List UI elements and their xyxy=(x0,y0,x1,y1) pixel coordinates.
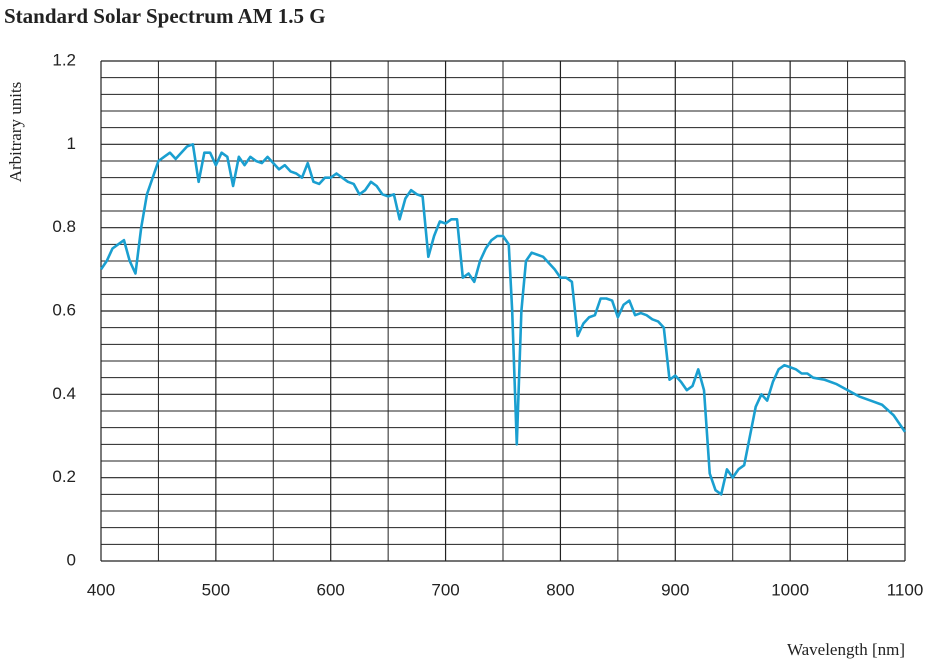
y-tick-label: 0.2 xyxy=(52,467,76,486)
x-tick-label: 1000 xyxy=(771,580,809,599)
y-tick-label: 1.2 xyxy=(52,50,76,69)
y-tick-label: 0.6 xyxy=(52,300,76,319)
y-tick-label: 0 xyxy=(67,550,76,569)
y-axis-label: Arbitrary units xyxy=(6,82,25,183)
x-tick-label: 400 xyxy=(87,580,115,599)
x-tick-label: 1100 xyxy=(887,580,924,599)
y-tick-label: 1 xyxy=(67,134,76,153)
y-tick-label: 0.4 xyxy=(52,384,76,403)
y-tick-label: 0.8 xyxy=(52,217,76,236)
x-tick-label: 600 xyxy=(317,580,345,599)
x-tick-label: 700 xyxy=(431,580,459,599)
x-tick-label: 800 xyxy=(546,580,574,599)
x-tick-label: 900 xyxy=(661,580,689,599)
x-axis-label: Wavelength [nm] xyxy=(787,640,905,659)
spectrum-line xyxy=(99,143,907,496)
x-tick-label: 500 xyxy=(202,580,230,599)
chart-title: Standard Solar Spectrum AM 1.5 G xyxy=(4,4,326,28)
